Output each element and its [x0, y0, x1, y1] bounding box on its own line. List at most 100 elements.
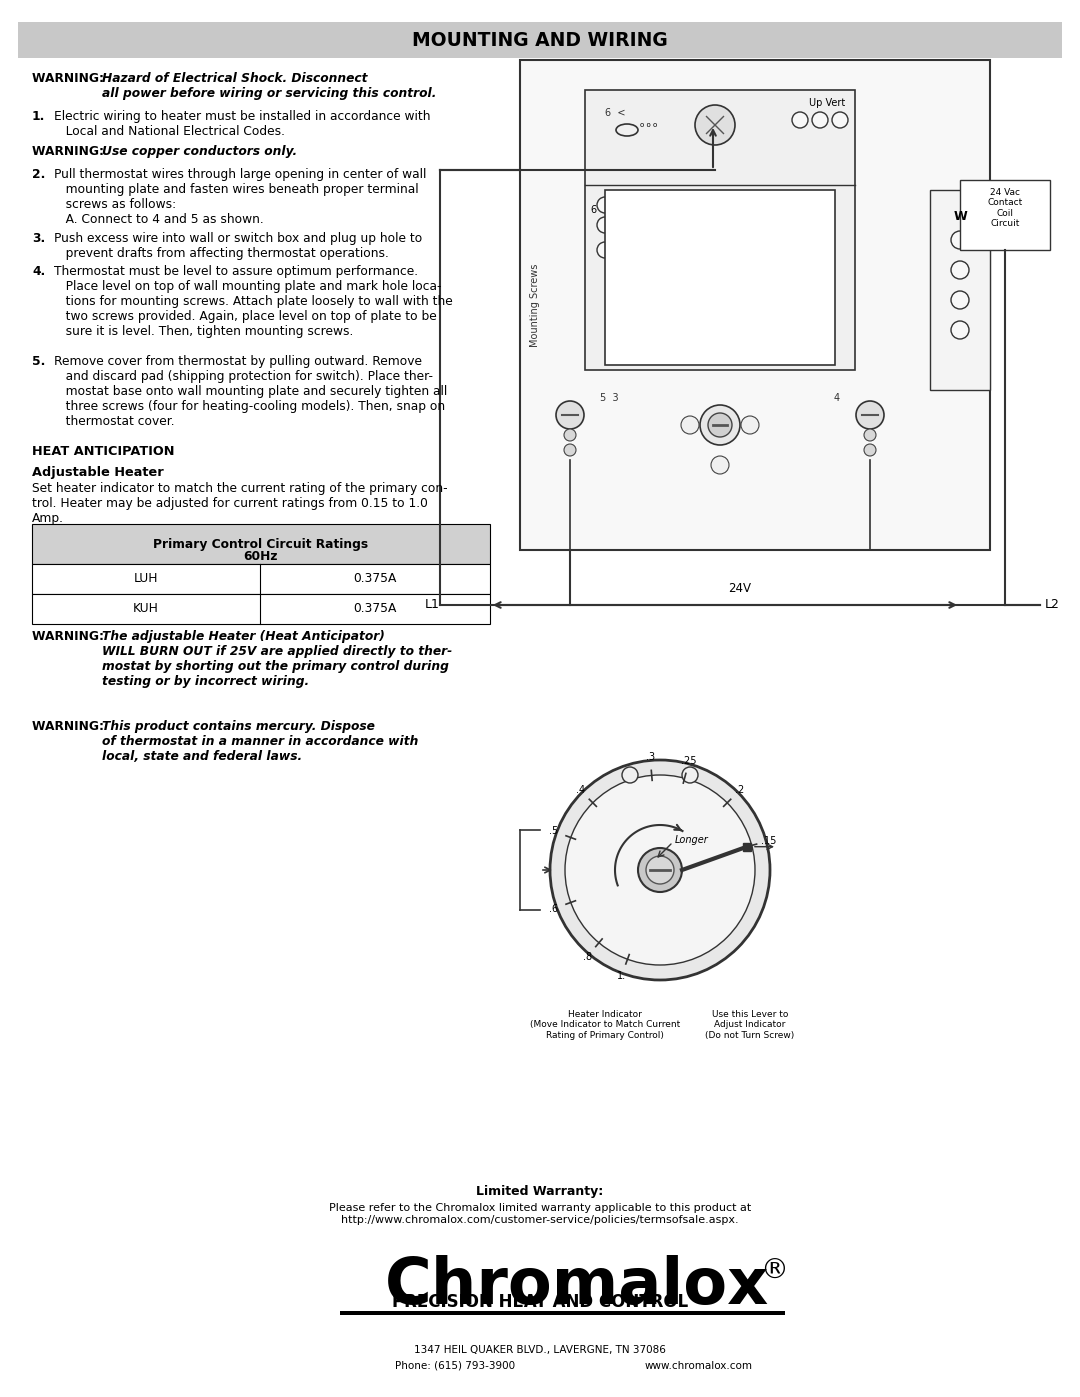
Circle shape — [711, 455, 729, 474]
Text: Please refer to the Chromalox limited warranty applicable to this product at
htt: Please refer to the Chromalox limited wa… — [329, 1203, 751, 1225]
Bar — [605, 190, 835, 365]
Text: Heater Indicator
(Move Indicator to Match Current
Rating of Primary Control): Heater Indicator (Move Indicator to Matc… — [530, 1010, 680, 1039]
Text: 24V: 24V — [729, 583, 752, 595]
Text: 6  <: 6 < — [605, 108, 625, 117]
Circle shape — [864, 444, 876, 455]
Circle shape — [565, 775, 755, 965]
Bar — [340, 1310, 785, 1315]
Circle shape — [556, 401, 584, 429]
Text: Primary Control Circuit Ratings: Primary Control Circuit Ratings — [153, 538, 368, 550]
Circle shape — [741, 416, 759, 434]
Bar — [519, 60, 990, 550]
Circle shape — [597, 197, 613, 212]
Ellipse shape — [616, 124, 638, 136]
Text: MOUNTING AND WIRING: MOUNTING AND WIRING — [413, 31, 667, 49]
Text: Push excess wire into wall or switch box and plug up hole to
   prevent drafts f: Push excess wire into wall or switch box… — [54, 232, 422, 260]
Text: Thermostat must be level to assure optimum performance.
   Place level on top of: Thermostat must be level to assure optim… — [54, 265, 453, 338]
Text: W: W — [954, 210, 967, 224]
Circle shape — [792, 112, 808, 129]
Circle shape — [951, 231, 969, 249]
Circle shape — [681, 416, 699, 434]
Text: 4.: 4. — [32, 265, 45, 278]
Text: 5.: 5. — [32, 355, 45, 367]
Circle shape — [550, 760, 770, 981]
Text: L2: L2 — [1045, 598, 1059, 612]
Circle shape — [646, 856, 674, 884]
Text: 0.375A: 0.375A — [353, 573, 396, 585]
Text: HEAT ANTICIPATION: HEAT ANTICIPATION — [32, 446, 175, 458]
Text: Electric wiring to heater must be installed in accordance with
   Local and Nati: Electric wiring to heater must be instal… — [54, 110, 431, 138]
Text: .8: .8 — [583, 951, 592, 961]
Text: 24 Vac
Contact
Coil
Circuit: 24 Vac Contact Coil Circuit — [987, 189, 1023, 228]
Circle shape — [856, 401, 885, 429]
Text: Pull thermostat wires through large opening in center of wall
   mounting plate : Pull thermostat wires through large open… — [54, 168, 427, 226]
Circle shape — [951, 321, 969, 339]
Text: www.chromalox.com: www.chromalox.com — [645, 1361, 753, 1370]
Text: LUH: LUH — [134, 573, 159, 585]
Text: Chromalox: Chromalox — [384, 1255, 769, 1317]
Circle shape — [864, 429, 876, 441]
Text: Adjustable Heater: Adjustable Heater — [32, 467, 164, 479]
Text: .15: .15 — [761, 835, 777, 845]
Circle shape — [951, 291, 969, 309]
Text: 60Hz: 60Hz — [244, 550, 279, 563]
Text: PRECISION HEAT AND CONTROL: PRECISION HEAT AND CONTROL — [392, 1294, 688, 1310]
Bar — [32, 564, 490, 594]
Text: Use this Lever to
Adjust Indicator
(Do not Turn Screw): Use this Lever to Adjust Indicator (Do n… — [705, 1010, 795, 1039]
Text: Use copper conductors only.: Use copper conductors only. — [102, 145, 297, 158]
Circle shape — [951, 261, 969, 279]
Text: WARNING:: WARNING: — [32, 719, 108, 733]
Text: L1: L1 — [426, 598, 440, 612]
Text: Up Vert: Up Vert — [809, 98, 845, 108]
Circle shape — [832, 112, 848, 129]
Text: WARNING:: WARNING: — [32, 630, 108, 643]
Circle shape — [812, 112, 828, 129]
Text: KUH: KUH — [133, 602, 159, 616]
Text: 2.: 2. — [32, 168, 45, 182]
Text: 1.: 1. — [617, 971, 626, 981]
Bar — [32, 594, 490, 624]
Bar — [32, 524, 490, 564]
Text: The adjustable Heater (Heat Anticipator)
WILL BURN OUT if 25V are applied direct: The adjustable Heater (Heat Anticipator)… — [102, 630, 453, 687]
Text: .2: .2 — [735, 785, 744, 795]
Circle shape — [696, 105, 735, 145]
Text: 5  3: 5 3 — [600, 393, 619, 402]
Text: 1347 HEIL QUAKER BLVD., LAVERGNE, TN 37086: 1347 HEIL QUAKER BLVD., LAVERGNE, TN 370… — [414, 1345, 666, 1355]
Text: .3: .3 — [646, 753, 654, 763]
Text: 4: 4 — [834, 393, 840, 402]
Bar — [960, 180, 1050, 250]
Circle shape — [564, 429, 576, 441]
Text: This product contains mercury. Dispose
of thermostat in a manner in accordance w: This product contains mercury. Dispose o… — [102, 719, 418, 763]
Text: Longer: Longer — [675, 835, 708, 845]
Bar — [585, 89, 855, 370]
Text: Set heater indicator to match the current rating of the primary con-
trol. Heate: Set heater indicator to match the curren… — [32, 482, 447, 525]
Text: Phone: (615) 793-3900: Phone: (615) 793-3900 — [395, 1361, 515, 1370]
Text: Remove cover from thermostat by pulling outward. Remove
   and discard pad (ship: Remove cover from thermostat by pulling … — [54, 355, 447, 427]
Text: WARNING:: WARNING: — [32, 145, 108, 158]
Text: .6: .6 — [550, 904, 558, 914]
Text: o o o: o o o — [640, 122, 658, 129]
Circle shape — [638, 848, 681, 893]
Circle shape — [681, 767, 698, 782]
Text: Limited Warranty:: Limited Warranty: — [476, 1185, 604, 1199]
Circle shape — [564, 444, 576, 455]
Circle shape — [708, 414, 732, 437]
Circle shape — [597, 217, 613, 233]
Text: 0.375A: 0.375A — [353, 602, 396, 616]
Circle shape — [622, 767, 638, 782]
Text: Mounting Screws: Mounting Screws — [530, 263, 540, 346]
Text: Hazard of Electrical Shock. Disconnect
all power before wiring or servicing this: Hazard of Electrical Shock. Disconnect a… — [102, 73, 436, 101]
Text: 6: 6 — [590, 205, 596, 215]
Bar — [18, 22, 1062, 59]
Text: 1.: 1. — [32, 110, 45, 123]
Circle shape — [597, 242, 613, 258]
Text: .4: .4 — [576, 785, 584, 795]
Circle shape — [700, 405, 740, 446]
Bar — [930, 190, 990, 390]
Text: .25: .25 — [681, 756, 697, 766]
Text: .5: .5 — [550, 827, 558, 837]
Text: 3.: 3. — [32, 232, 45, 244]
Text: WARNING:: WARNING: — [32, 73, 108, 85]
Bar — [743, 842, 751, 851]
Text: ®: ® — [760, 1257, 788, 1285]
